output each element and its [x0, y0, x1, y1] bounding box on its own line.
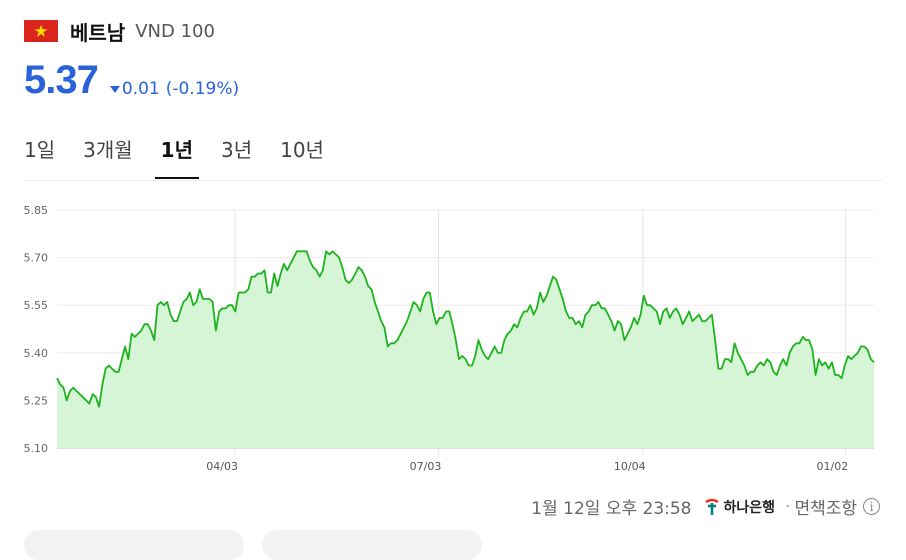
hana-bank-icon	[704, 498, 719, 515]
bank-name: 하나은행	[723, 499, 776, 516]
info-icon[interactable]: i	[863, 498, 880, 515]
tab-1-year[interactable]: 1년	[154, 126, 199, 179]
x-tick-label: 10/04	[614, 460, 646, 473]
y-tick-label: 5.85	[24, 204, 49, 217]
footer: 1월 12일 오후 23:58 하나은행 · 면책조항 i	[531, 494, 880, 519]
tab-1-day[interactable]: 1일	[24, 138, 56, 162]
y-tick-label: 5.55	[24, 299, 49, 312]
currency-unit: VND 100	[135, 20, 215, 42]
down-triangle-icon	[109, 86, 120, 93]
tab-3-months[interactable]: 3개월	[83, 138, 133, 162]
y-tick-label: 5.25	[24, 394, 49, 407]
update-timestamp: 1월 12일 오후 23:58	[531, 499, 692, 519]
series-line	[56, 250, 875, 408]
change-percent: (-0.19%)	[165, 78, 240, 99]
x-tick-label: 04/03	[206, 460, 238, 473]
bottom-card-left[interactable]	[24, 530, 244, 560]
currency-header: 베트남 VND 100	[24, 18, 215, 45]
price-row: 5.37 0.01 (-0.19%)	[24, 58, 239, 103]
period-tabs: 1일 3개월 1년 3년 10년	[24, 126, 882, 181]
bank-logo: 하나은행	[702, 497, 776, 517]
bottom-card-right[interactable]	[262, 530, 482, 560]
exchange-rate-chart[interactable]: 5.85 5.70 5.55 5.40 5.25 5.10 04/03 07/03 10/04 0…	[0, 196, 906, 481]
price-change: 0.01 (-0.19%)	[109, 78, 240, 99]
disclaimer-link[interactable]: 면책조항	[794, 499, 857, 519]
separator: ·	[785, 496, 791, 517]
tab-3-years[interactable]: 3년	[220, 138, 253, 162]
current-price: 5.37	[24, 58, 99, 102]
y-tick-label: 5.70	[24, 252, 49, 265]
currency-name: 베트남	[70, 20, 126, 45]
vietnam-flag-icon	[24, 20, 58, 42]
x-tick-label: 01/02	[817, 460, 849, 473]
change-value: 0.01	[121, 78, 160, 99]
x-tick-label: 07/03	[410, 460, 442, 473]
y-tick-label: 5.10	[24, 442, 49, 455]
tab-10-years[interactable]: 10년	[280, 138, 324, 162]
series-area	[57, 251, 874, 448]
y-tick-label: 5.40	[24, 347, 49, 360]
